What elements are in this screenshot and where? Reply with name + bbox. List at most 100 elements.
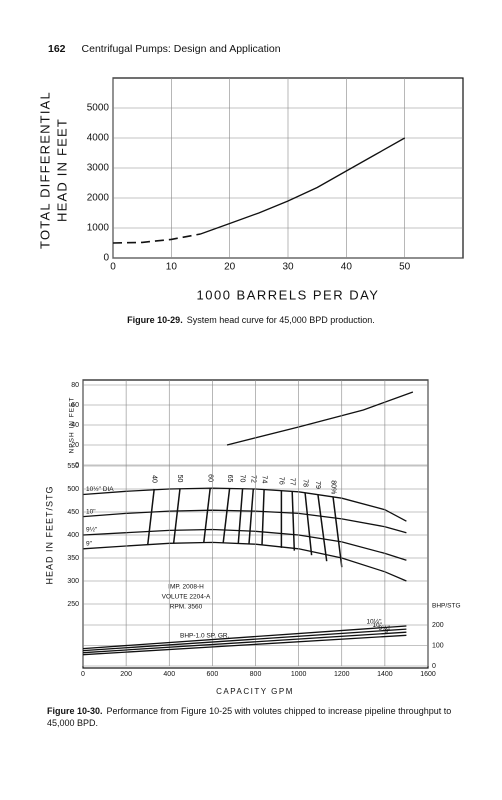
x-tick-label: 0 bbox=[110, 262, 116, 273]
caption: Figure 10-30. Performance from Figure 10-… bbox=[47, 705, 467, 729]
y-tick-label: 350 bbox=[67, 555, 79, 562]
running-title: Centrifugal Pumps: Design and Applicatio… bbox=[81, 43, 281, 55]
y-axis-label: HEAD IN FEET/STG bbox=[44, 485, 54, 584]
running-header: 162 Centrifugal Pumps: Design and Applica… bbox=[48, 43, 281, 55]
efficiency-line bbox=[332, 497, 343, 568]
efficiency-label: 80% bbox=[329, 480, 336, 494]
series-line bbox=[82, 487, 407, 522]
caption-label: Figure 10-29. bbox=[127, 315, 183, 325]
x-tick-label: 20 bbox=[224, 262, 236, 273]
caption-text: System head curve for 45,000 BPD product… bbox=[186, 315, 375, 325]
x-tick-label: 200 bbox=[120, 671, 132, 678]
series-label: 10" bbox=[86, 508, 96, 515]
y-tick-label: 1000 bbox=[87, 223, 110, 234]
x-tick-label: 50 bbox=[399, 262, 411, 273]
y-tick-label: 0 bbox=[103, 253, 109, 264]
y-axis-label: NPSH IN FEET bbox=[69, 397, 76, 454]
y-tick-label: 3000 bbox=[87, 163, 110, 174]
caption-label: Figure 10-30. bbox=[47, 706, 103, 716]
series-label: 9" bbox=[384, 628, 391, 635]
efficiency-line bbox=[146, 488, 155, 546]
y-tick-label: 40 bbox=[71, 422, 79, 429]
efficiency-line bbox=[248, 488, 255, 544]
x-tick-label: 1400 bbox=[377, 671, 393, 678]
series-line bbox=[226, 391, 414, 446]
series-label: 9½" bbox=[378, 624, 390, 632]
annotation: IMP. 2008-H bbox=[168, 584, 204, 591]
y-tick-label: 250 bbox=[67, 601, 79, 608]
x-tick-label: 1200 bbox=[334, 671, 350, 678]
series-label: 10½" bbox=[366, 618, 382, 626]
x-tick-label: 800 bbox=[250, 671, 262, 678]
y-tick-label: 0 bbox=[75, 462, 79, 469]
x-axis-label: 1000 BARRELS PER DAY bbox=[197, 287, 380, 302]
efficiency-line bbox=[317, 494, 328, 562]
y-tick-label: 450 bbox=[67, 509, 79, 516]
annotation: BHP-1.0 SP. GR. bbox=[180, 633, 230, 640]
y-tick-label: 60 bbox=[71, 402, 79, 409]
y-tick-label: 20 bbox=[71, 442, 79, 449]
x-axis-label: CAPACITY GPM bbox=[216, 687, 294, 696]
y-tick-label: 500 bbox=[67, 486, 79, 493]
series-line bbox=[82, 625, 407, 650]
y-tick-label: 400 bbox=[67, 532, 79, 539]
efficiency-label: 40 bbox=[150, 475, 157, 483]
y-tick-label: 550 bbox=[67, 463, 79, 470]
annotation: RPM. 3560 bbox=[170, 604, 203, 611]
series-label: 9" bbox=[86, 541, 93, 548]
page-number: 162 bbox=[48, 43, 66, 55]
series-line bbox=[82, 634, 407, 656]
series-line bbox=[82, 628, 407, 652]
series-label: 10" bbox=[372, 622, 382, 629]
y-tick-label: 0 bbox=[432, 663, 436, 670]
series-line bbox=[82, 509, 407, 534]
series-line bbox=[82, 631, 407, 654]
efficiency-line bbox=[222, 488, 231, 543]
y-tick-label: 80 bbox=[71, 382, 79, 389]
caption: Figure 10-29. System head curve for 45,00… bbox=[0, 314, 502, 326]
x-tick-label: 400 bbox=[163, 671, 175, 678]
efficiency-label: 79 bbox=[314, 481, 321, 489]
efficiency-label: 70 bbox=[239, 475, 246, 483]
annotation-box bbox=[140, 580, 230, 616]
x-tick-label: 10 bbox=[166, 262, 178, 273]
x-tick-label: 1000 bbox=[291, 671, 307, 678]
efficiency-line bbox=[291, 491, 296, 551]
caption-text: Performance from Figure 10-25 with volut… bbox=[47, 706, 452, 728]
y-axis-label: BHP/STG bbox=[432, 603, 461, 610]
x-tick-label: 600 bbox=[207, 671, 219, 678]
efficiency-label: 50 bbox=[176, 475, 183, 483]
y-tick-label: 300 bbox=[67, 578, 79, 585]
efficiency-label: 76 bbox=[278, 477, 285, 485]
annotation: VOLUTE 2204-A bbox=[162, 594, 211, 601]
y-tick-label: 2000 bbox=[87, 193, 110, 204]
y-tick-label: 200 bbox=[432, 622, 444, 629]
efficiency-line bbox=[203, 488, 211, 543]
efficiency-label: 72 bbox=[250, 475, 257, 483]
y-tick-label: 5000 bbox=[87, 103, 110, 114]
efficiency-label: 77 bbox=[288, 478, 295, 486]
series-line bbox=[82, 528, 407, 561]
y-tick-label: 4000 bbox=[87, 133, 110, 144]
efficiency-line bbox=[304, 493, 313, 556]
y-tick-label: 100 bbox=[432, 642, 444, 649]
x-tick-label: 30 bbox=[282, 262, 294, 273]
series-label: 10½" DIA bbox=[86, 485, 114, 493]
efficiency-line bbox=[172, 488, 181, 544]
series-line bbox=[112, 233, 201, 244]
x-tick-label: 0 bbox=[81, 671, 85, 678]
series-label: 9½" bbox=[86, 526, 98, 534]
x-tick-label: 1600 bbox=[420, 671, 436, 678]
x-tick-label: 40 bbox=[341, 262, 353, 273]
efficiency-line bbox=[237, 488, 244, 544]
efficiency-label: 78 bbox=[301, 479, 308, 487]
efficiency-label: 74 bbox=[260, 476, 267, 484]
series-line bbox=[82, 541, 407, 582]
y-axis-label: HEAD IN FEET bbox=[54, 118, 69, 222]
efficiency-label: 65 bbox=[226, 475, 233, 483]
efficiency-label: 60 bbox=[206, 474, 213, 482]
series-line bbox=[200, 137, 406, 235]
efficiency-line bbox=[261, 489, 265, 546]
